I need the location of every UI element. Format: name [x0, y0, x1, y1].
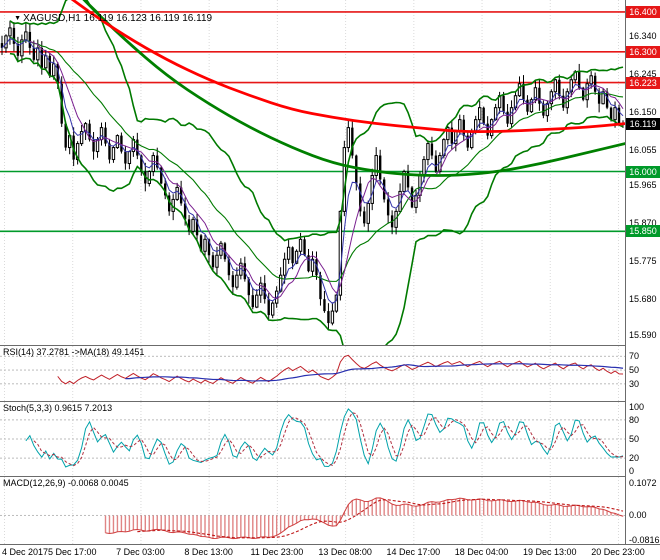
- stoch-axis-label: 100: [629, 402, 645, 413]
- price-label: 15.680: [629, 294, 657, 305]
- panel-separator: [0, 401, 660, 402]
- ohlc-readout: 16.119 16.123 16.119 16.119: [83, 13, 213, 24]
- time-label: 19 Dec 13:00: [522, 547, 577, 557]
- time-axis[interactable]: 4 Dec 2017 5 Dec 17:00 7 Dec 03:00 8 Dec 13…: [0, 545, 660, 560]
- rsi-panel-canvas[interactable]: [0, 346, 625, 401]
- time-label: 4 Dec 2017: [2, 547, 49, 557]
- stoch-header: Stoch(5,3,3) 0.9615 7.2013: [3, 403, 113, 413]
- panel-separator: [0, 476, 660, 477]
- macd-header: MACD(12,26,9) -0.0068 0.0045: [3, 478, 129, 488]
- price-label: 16.245: [629, 68, 657, 79]
- price-label: 16.055: [629, 144, 657, 155]
- stoch-axis-label: 80: [629, 414, 640, 425]
- stoch-axis-label: 50: [629, 434, 640, 444]
- price-label: 15.590: [629, 330, 657, 341]
- time-label: 13 Dec 08:00: [318, 547, 372, 557]
- stochastic-panel-canvas[interactable]: [0, 402, 625, 476]
- stoch-axis-label: 20: [629, 453, 640, 464]
- price-level-badge-current: 16.119: [626, 118, 660, 131]
- stoch-axis-label: 0: [629, 465, 635, 476]
- price-axis[interactable]: 16.340 16.245 16.150 16.055 15.965 15.870 15.7…: [625, 0, 660, 545]
- macd-axis-label: 0.1072: [629, 478, 657, 489]
- panel-separator: [0, 345, 660, 346]
- price-chart-canvas[interactable]: [0, 0, 625, 345]
- time-label: 8 Dec 13:00: [184, 547, 233, 557]
- time-label: 18 Dec 04:00: [454, 547, 509, 557]
- price-label: 15.965: [629, 180, 657, 191]
- macd-axis-label: -0.0816: [629, 534, 660, 545]
- price-label: 15.775: [629, 256, 657, 267]
- chart-title: ▼ XAGUSD,H1 16.119 16.123 16.119 16.119: [3, 2, 212, 35]
- price-level-badge-support: 15.850: [626, 225, 660, 238]
- rsi-header: RSI(14) 37.2781 ->MA(18) 49.1451: [3, 347, 145, 357]
- macd-axis-label: 0.00: [629, 510, 647, 521]
- price-label: 15.870: [629, 218, 657, 229]
- time-label: 11 Dec 23:00: [250, 547, 304, 557]
- time-label: 5 Dec 17:00: [47, 547, 97, 557]
- rsi-axis-label: 50: [629, 365, 640, 376]
- time-label: 14 Dec 17:00: [386, 547, 441, 557]
- rsi-axis-label: 70: [629, 351, 640, 362]
- time-label: 7 Dec 03:00: [116, 547, 165, 557]
- price-level-badge-support: 16.000: [626, 165, 660, 178]
- price-level-badge-resistance: 16.400: [626, 5, 660, 18]
- symbol-marker-icon: ▼: [14, 15, 22, 22]
- price-label: 16.340: [629, 30, 657, 41]
- panel-separator: [0, 544, 660, 545]
- macd-panel-canvas[interactable]: [0, 477, 625, 544]
- price-label: 16.150: [629, 106, 657, 117]
- price-level-badge-resistance: 16.300: [626, 45, 660, 58]
- symbol-timeframe: XAGUSD,H1: [23, 13, 81, 24]
- time-label: 20 Dec 23:00: [591, 547, 645, 557]
- price-level-badge-resistance: 16.223: [626, 76, 660, 89]
- rsi-axis-label: 30: [629, 378, 640, 389]
